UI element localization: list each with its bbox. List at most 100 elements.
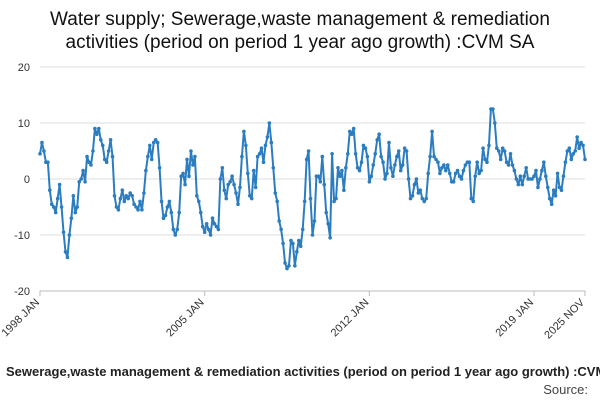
data-point bbox=[63, 250, 68, 254]
data-point bbox=[300, 227, 305, 232]
data-point bbox=[126, 196, 131, 201]
data-point bbox=[330, 152, 334, 156]
data-point bbox=[573, 149, 577, 153]
data-point bbox=[455, 168, 460, 173]
data-point bbox=[53, 210, 58, 215]
data-point bbox=[69, 216, 74, 220]
data-point bbox=[122, 199, 127, 204]
data-point bbox=[161, 216, 166, 220]
data-point bbox=[363, 146, 368, 150]
data-point bbox=[434, 157, 438, 162]
data-point bbox=[422, 199, 427, 204]
data-point bbox=[195, 194, 199, 198]
data-point bbox=[240, 154, 244, 159]
data-point bbox=[279, 227, 283, 232]
data-point bbox=[389, 166, 393, 170]
data-point bbox=[542, 160, 546, 164]
data-point bbox=[551, 188, 556, 192]
data-point bbox=[212, 222, 217, 226]
chart-title: Water supply; Sewerage,waste management … bbox=[0, 8, 600, 54]
data-point bbox=[167, 199, 172, 204]
data-point bbox=[400, 163, 405, 167]
data-point bbox=[116, 208, 121, 212]
data-point bbox=[440, 166, 444, 170]
data-point bbox=[40, 140, 44, 145]
data-point bbox=[316, 174, 321, 178]
y-tick-label: -20 bbox=[14, 286, 30, 298]
data-point bbox=[291, 241, 295, 246]
data-point bbox=[298, 244, 303, 248]
data-point bbox=[577, 146, 581, 150]
data-point bbox=[361, 143, 366, 148]
data-point bbox=[185, 157, 189, 162]
data-point bbox=[563, 160, 568, 164]
data-point bbox=[404, 149, 409, 153]
y-tick-label: -10 bbox=[14, 230, 30, 242]
data-point bbox=[430, 129, 434, 134]
data-point bbox=[369, 174, 374, 178]
data-point bbox=[230, 174, 234, 178]
data-point bbox=[473, 174, 478, 178]
data-point bbox=[359, 160, 364, 164]
data-point bbox=[151, 140, 156, 145]
data-point bbox=[310, 233, 315, 237]
data-point bbox=[504, 160, 509, 164]
data-point bbox=[75, 205, 80, 209]
data-point bbox=[565, 149, 570, 153]
data-point bbox=[469, 196, 474, 201]
data-point bbox=[416, 191, 421, 195]
data-point bbox=[381, 160, 385, 164]
data-point bbox=[85, 154, 89, 159]
data-point bbox=[485, 160, 489, 164]
data-point bbox=[236, 202, 240, 206]
data-point bbox=[204, 222, 209, 226]
data-point bbox=[318, 180, 323, 184]
data-point bbox=[181, 171, 185, 176]
data-point bbox=[210, 216, 215, 220]
data-point bbox=[336, 166, 340, 170]
data-point bbox=[487, 143, 491, 148]
data-point bbox=[393, 163, 397, 167]
data-point bbox=[508, 152, 513, 156]
data-point bbox=[406, 177, 411, 181]
data-point bbox=[391, 174, 395, 178]
data-point bbox=[355, 166, 360, 170]
data-point bbox=[106, 149, 111, 153]
x-tick-label: 2012 JAN bbox=[329, 297, 372, 340]
data-point bbox=[48, 188, 52, 192]
data-point bbox=[426, 171, 430, 176]
data-point bbox=[202, 230, 207, 234]
data-point bbox=[238, 185, 242, 190]
data-point bbox=[338, 174, 342, 178]
data-point bbox=[102, 157, 107, 162]
x-tick-label: 2019 JAN bbox=[494, 297, 537, 340]
data-point bbox=[163, 213, 168, 218]
data-point bbox=[251, 168, 256, 173]
data-point bbox=[114, 205, 119, 209]
data-point bbox=[253, 185, 258, 190]
data-point bbox=[538, 177, 542, 181]
data-point bbox=[583, 157, 587, 162]
data-point bbox=[520, 182, 525, 187]
data-point bbox=[457, 174, 462, 178]
data-point bbox=[306, 149, 311, 153]
data-point bbox=[220, 166, 225, 170]
data-point bbox=[140, 208, 144, 212]
data-point bbox=[51, 205, 56, 209]
data-point bbox=[224, 196, 229, 201]
data-point bbox=[46, 160, 50, 164]
data-point bbox=[165, 205, 170, 209]
data-point bbox=[55, 196, 60, 201]
data-point bbox=[38, 152, 42, 156]
data-point bbox=[451, 180, 456, 184]
data-point bbox=[222, 188, 227, 192]
data-point bbox=[246, 171, 250, 176]
data-point bbox=[387, 140, 391, 145]
data-point bbox=[273, 191, 278, 195]
data-point bbox=[200, 224, 205, 229]
data-point bbox=[87, 160, 91, 164]
data-point bbox=[277, 219, 281, 223]
data-point bbox=[402, 146, 407, 150]
data-point bbox=[271, 166, 276, 170]
data-point bbox=[134, 205, 138, 209]
